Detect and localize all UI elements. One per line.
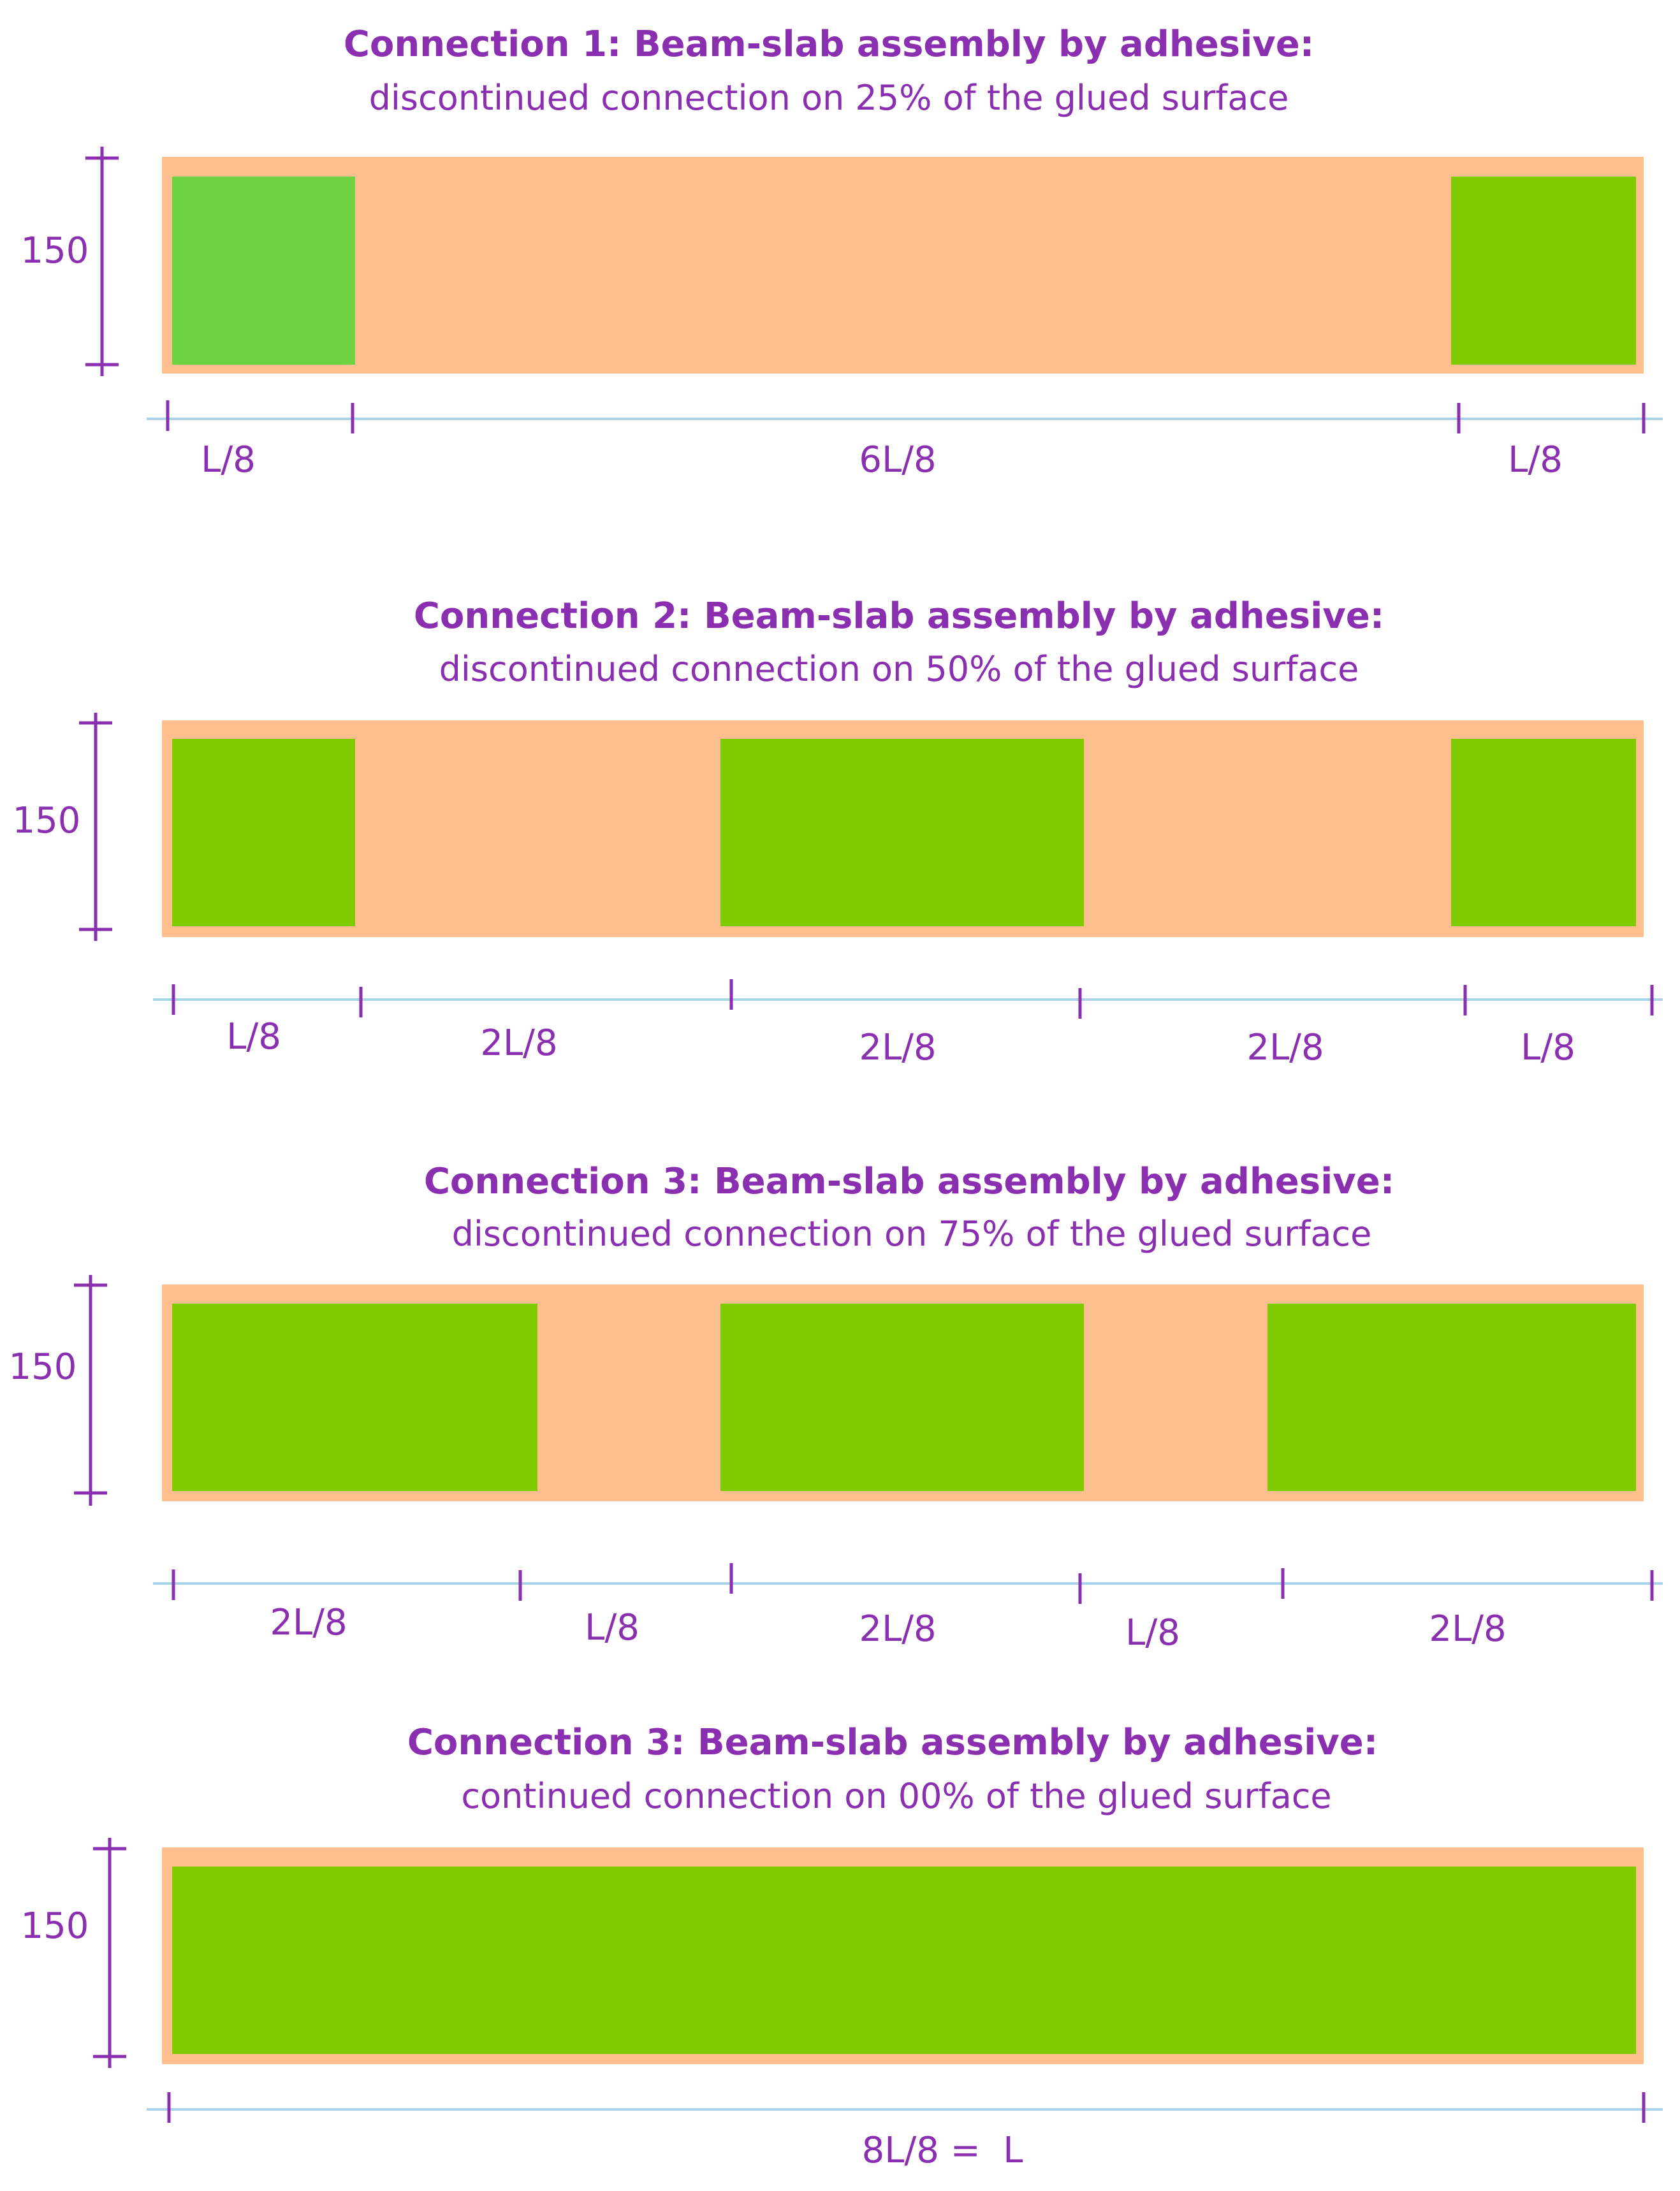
panel-3-title: Connection 3: Beam-slab assembly by adhe… [424, 1161, 1394, 1202]
panel-3-segment-label-3: 2L/8 [859, 1608, 936, 1650]
panel-3-segment-label-1: 2L/8 [270, 1602, 347, 1643]
panel-2-segment-label-2: 2L/8 [480, 1023, 557, 1064]
panel-2-glue-zone-left [172, 739, 355, 926]
panel-1-title: Connection 1: Beam-slab assembly by adhe… [344, 24, 1314, 65]
panel-1-height-dimension [85, 147, 119, 376]
panel-1-segment-label-3: L/8 [1508, 439, 1563, 481]
panel-connection-1: Connection 1: Beam-slab assembly by adhe… [21, 24, 1663, 481]
panel-1-subtitle: discontinued connection on 25% of the gl… [369, 78, 1289, 118]
panel-4-length-dimension [147, 2092, 1663, 2123]
panel-2-glue-zone-right [1451, 739, 1636, 926]
panel-3-glue-zone-right [1267, 1304, 1636, 1491]
panel-4-subtitle: continued connection on 00% of the glued… [461, 1776, 1331, 1816]
panel-2-subtitle: discontinued connection on 50% of the gl… [439, 649, 1359, 689]
panel-3-glue-zone-middle [720, 1304, 1084, 1491]
panel-1-length-dimension [147, 400, 1663, 433]
panel-connection-3: Connection 3: Beam-slab assembly by adhe… [9, 1161, 1663, 1654]
panel-2-segment-label-4: 2L/8 [1246, 1027, 1324, 1068]
panel-3-segment-label-5: 2L/8 [1429, 1608, 1506, 1650]
panel-2-segment-label-5: L/8 [1521, 1027, 1575, 1068]
panel-3-segment-label-4: L/8 [1125, 1612, 1180, 1654]
panel-4-height-label: 150 [21, 1905, 89, 1947]
panel-2-length-dimension [153, 979, 1663, 1019]
panel-2-segment-label-1: L/8 [226, 1016, 281, 1058]
panel-1-glue-zone-left [172, 177, 355, 365]
panel-1-slab [162, 157, 1644, 374]
panel-4-title: Connection 3: Beam-slab assembly by adhe… [407, 1722, 1378, 1763]
panel-2-title: Connection 2: Beam-slab assembly by adhe… [414, 595, 1384, 637]
panel-2-height-label: 150 [13, 800, 81, 841]
panel-1-glue-zone-right [1451, 177, 1636, 365]
panel-3-height-dimension [74, 1275, 107, 1506]
panel-connection-4: Connection 3: Beam-slab assembly by adhe… [21, 1722, 1663, 2171]
panel-4-segment-label-1: 8L/8 = L [862, 2130, 1023, 2171]
panel-2-glue-zone-middle [720, 739, 1084, 926]
panel-3-segment-label-2: L/8 [585, 1607, 639, 1649]
panel-1-segment-label-1: L/8 [201, 439, 256, 481]
panel-1-height-label: 150 [21, 230, 89, 272]
panel-connection-2: Connection 2: Beam-slab assembly by adhe… [13, 595, 1663, 1068]
panel-2-segment-label-3: 2L/8 [859, 1027, 936, 1068]
panel-3-glue-zone-left [172, 1304, 537, 1491]
panel-4-glue-zone-full [172, 1867, 1636, 2054]
panel-1-segment-label-2: 6L/8 [859, 439, 936, 481]
panel-2-height-dimension [79, 713, 112, 941]
panel-3-height-label: 150 [9, 1346, 77, 1388]
panel-4-height-dimension [93, 1838, 126, 2068]
panel-3-subtitle: discontinued connection on 75% of the gl… [452, 1214, 1372, 1254]
panel-3-length-dimension [153, 1563, 1663, 1604]
